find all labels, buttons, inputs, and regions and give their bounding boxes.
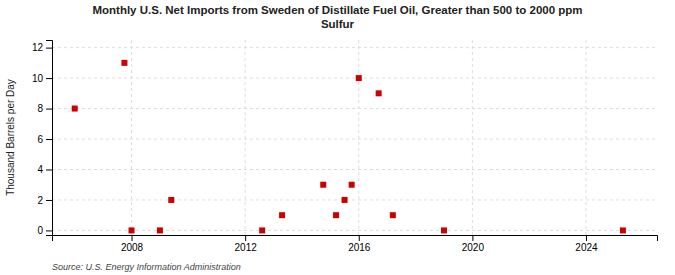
y-tick-label: 10	[32, 73, 44, 84]
x-tick-mark	[586, 235, 587, 241]
y-tick-label: 2	[37, 195, 43, 206]
y-tick: 6	[37, 134, 52, 145]
grid-line-y	[52, 108, 657, 109]
point	[121, 60, 127, 66]
point	[441, 227, 447, 233]
y-tick-mark	[46, 200, 52, 201]
y-tick-label: 12	[32, 42, 44, 53]
grid-line-y	[52, 47, 657, 48]
y-tick-mark	[46, 230, 52, 231]
x-axis: 2008 2012 2016 2020 2024	[53, 235, 658, 253]
y-tick-label: 4	[37, 164, 43, 175]
point	[279, 212, 285, 218]
grid-line-x	[358, 40, 359, 235]
x-tick-label: 2016	[348, 242, 371, 253]
y-tick-mark	[46, 48, 52, 49]
y-tick: 12	[32, 42, 52, 53]
y-tick-label: 6	[37, 134, 43, 145]
grid-line-x	[472, 40, 473, 235]
point	[390, 212, 396, 218]
y-tick-mark	[46, 78, 52, 79]
chart-svg: Monthly U.S. Net Imports from Sweden of …	[0, 0, 675, 275]
x-tick-label: 2008	[121, 242, 144, 253]
point	[259, 227, 265, 233]
x-tick-label: 2020	[462, 242, 485, 253]
x-tick-mark	[472, 235, 473, 241]
x-tick-mark	[245, 235, 246, 241]
point	[168, 197, 174, 203]
point	[356, 75, 362, 81]
point	[129, 227, 135, 233]
x-tick-label: 2024	[575, 242, 598, 253]
grid-line-y	[52, 199, 657, 200]
grid-line-y	[52, 78, 657, 79]
grid-line-y	[52, 139, 657, 140]
point	[157, 227, 163, 233]
point	[333, 212, 339, 218]
x-axis-line	[53, 236, 658, 242]
x-tick: 2024	[575, 235, 598, 253]
grid-line-y	[52, 230, 657, 231]
point	[349, 182, 355, 188]
grid	[52, 40, 657, 235]
y-tick: 10	[32, 73, 52, 84]
grid-line-x	[245, 40, 246, 235]
title: Monthly U.S. Net Imports from Sweden of …	[92, 4, 582, 30]
grid-line-y	[52, 169, 657, 170]
points	[72, 60, 626, 234]
y-axis: 0 2 4 6 8 10 12	[32, 41, 53, 237]
point	[620, 227, 626, 233]
grid-line-x	[585, 40, 586, 235]
y-tick-mark	[46, 139, 52, 140]
y-tick-label: 0	[37, 225, 43, 236]
point	[72, 106, 78, 112]
title-line: Sulfur	[321, 18, 355, 30]
y-tick-label: 8	[37, 103, 43, 114]
y-tick-mark	[46, 109, 52, 110]
x-tick: 2008	[121, 235, 144, 253]
point	[376, 90, 382, 96]
chart-container: Monthly U.S. Net Imports from Sweden of …	[0, 0, 675, 275]
x-tick-mark	[359, 235, 360, 241]
y-tick: 4	[37, 164, 52, 175]
plot-area: 2008 2012 2016 2020 2024 0 2 4 6 8 10 12	[32, 40, 658, 253]
point	[320, 182, 326, 188]
y-tick: 8	[37, 103, 52, 114]
x-tick: 2012	[235, 235, 258, 253]
x-tick-mark	[132, 235, 133, 241]
x-tick: 2020	[462, 235, 485, 253]
x-tick: 2016	[348, 235, 371, 253]
y-tick: 2	[37, 195, 52, 206]
y-tick-mark	[46, 169, 52, 170]
title-line: Monthly U.S. Net Imports from Sweden of …	[92, 4, 582, 16]
y-tick: 0	[37, 225, 52, 236]
y-axis-line	[46, 41, 53, 236]
x-tick-label: 2012	[235, 242, 258, 253]
y-axis-label: Thousand Barrels per Day	[5, 79, 16, 196]
point	[342, 197, 348, 203]
grid-line-x	[131, 40, 132, 235]
source-note: Source: U.S. Energy Information Administ…	[52, 262, 241, 272]
